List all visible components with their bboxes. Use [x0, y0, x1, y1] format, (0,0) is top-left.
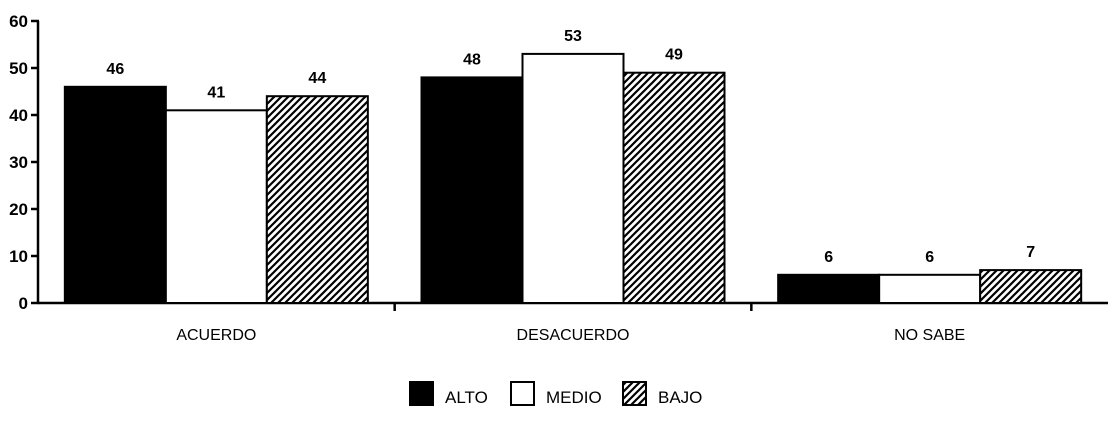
- bar-bajo-acuerdo: [265, 95, 369, 304]
- legend-label-bajo: BAJO: [658, 388, 702, 407]
- legend-swatch-bajo: [622, 381, 647, 406]
- legend-item-bajo: BAJO: [622, 381, 702, 407]
- bar-alto-desacuerdo: [420, 76, 524, 305]
- y-tick-label: 10: [9, 247, 28, 266]
- bar-alto-acuerdo: [63, 85, 167, 304]
- x-tick-label-no-sabe: NO SABE: [894, 327, 965, 344]
- y-tick-label: 0: [19, 294, 28, 313]
- value-label-alto-acuerdo: 46: [106, 61, 124, 78]
- value-label-bajo-no-sabe: 7: [1026, 244, 1035, 261]
- legend-item-medio: MEDIO: [510, 381, 602, 407]
- bars: [63, 52, 1083, 305]
- y-tick-label: 50: [9, 59, 28, 78]
- legend-swatch-medio: [510, 381, 535, 406]
- legend-item-alto: ALTO: [409, 381, 488, 407]
- bar-medio-desacuerdo: [521, 52, 625, 305]
- legend-swatch-alto: [409, 381, 434, 406]
- y-tick-label: 30: [9, 153, 28, 172]
- value-label-alto-desacuerdo: 48: [463, 51, 481, 68]
- legend-label-medio: MEDIO: [546, 388, 602, 407]
- value-label-medio-no-sabe: 6: [925, 249, 934, 266]
- value-label-bajo-acuerdo: 44: [308, 70, 326, 87]
- x-tick-label-acuerdo: ACUERDO: [176, 327, 256, 344]
- bar-alto-no-sabe: [777, 273, 881, 304]
- value-label-alto-no-sabe: 6: [824, 249, 833, 266]
- x-axis: ACUERDO DESACUERDO NO SABE: [38, 301, 1108, 344]
- value-label-medio-acuerdo: 41: [207, 84, 225, 101]
- bar-bajo-desacuerdo: [622, 71, 726, 304]
- bar-medio-acuerdo: [164, 109, 268, 304]
- legend: ALTO MEDIO BAJO: [409, 381, 702, 407]
- y-axis: 0 10 20 30 40 50 60: [9, 12, 40, 313]
- y-tick-label: 60: [9, 12, 28, 31]
- legend-label-alto: ALTO: [445, 388, 488, 407]
- x-tick-label-desacuerdo: DESACUERDO: [517, 327, 630, 344]
- value-label-bajo-desacuerdo: 49: [665, 47, 683, 64]
- bar-medio-no-sabe: [878, 273, 982, 304]
- y-tick-label: 20: [9, 200, 28, 219]
- bar-bajo-no-sabe: [979, 269, 1083, 305]
- y-tick-label: 40: [9, 106, 28, 125]
- value-label-medio-desacuerdo: 53: [564, 28, 582, 45]
- value-labels: 46 41 44 48 53 49 6 6 7: [106, 28, 1035, 266]
